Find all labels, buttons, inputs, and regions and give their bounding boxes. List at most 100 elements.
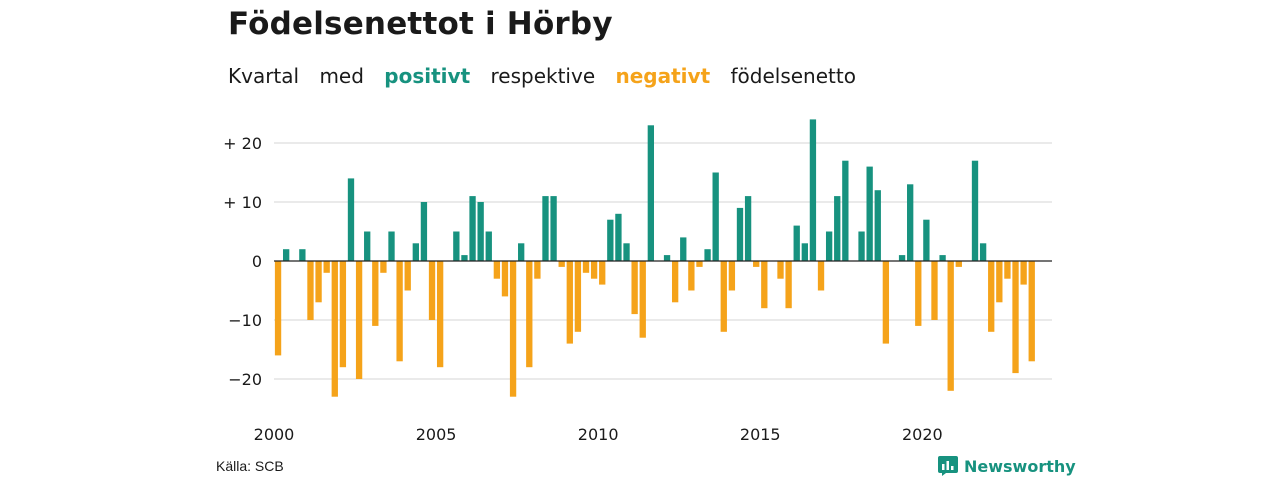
- bar: [1020, 261, 1027, 285]
- bar: [566, 261, 573, 344]
- bar: [639, 261, 646, 338]
- bar: [607, 219, 614, 261]
- bar: [274, 261, 282, 356]
- brand: Newsworthy: [938, 456, 1076, 476]
- bar: [680, 237, 687, 261]
- x-tick-label: 2015: [740, 425, 781, 444]
- chart-title: Födelsenettot i Hörby: [228, 6, 613, 42]
- bar: [364, 231, 371, 261]
- bar: [307, 261, 314, 320]
- bar: [590, 261, 598, 279]
- bar: [631, 261, 638, 315]
- bar: [509, 261, 517, 397]
- bar: [299, 249, 306, 261]
- bar: [898, 255, 906, 261]
- bar: [753, 261, 760, 267]
- bar: [323, 261, 330, 273]
- bar: [785, 261, 792, 309]
- bar: [615, 213, 622, 261]
- bar: [380, 261, 387, 273]
- bar: [582, 261, 590, 273]
- bar: [534, 261, 541, 279]
- bar: [793, 225, 800, 261]
- bar: [428, 261, 436, 320]
- bar: [647, 125, 655, 261]
- bar: [809, 119, 817, 262]
- y-tick-label: −20: [228, 370, 262, 389]
- bar: [1004, 261, 1011, 279]
- bar: [866, 166, 873, 261]
- bar: [315, 261, 322, 303]
- bar: [858, 231, 865, 261]
- bar: [688, 261, 695, 291]
- bar: [420, 202, 428, 261]
- bar: [485, 231, 492, 261]
- bar: [453, 231, 460, 261]
- bar: [1012, 261, 1019, 374]
- bar: [469, 196, 476, 261]
- chart-subtitle: Kvartal med positivt respektive negativt…: [228, 64, 870, 88]
- bar: [542, 196, 549, 261]
- bar: [744, 196, 752, 261]
- bar: [801, 243, 808, 261]
- bar: [404, 261, 411, 291]
- y-tick-label: + 10: [223, 193, 262, 212]
- bar: [355, 261, 363, 379]
- x-tick-label: 2000: [254, 425, 295, 444]
- bar: [971, 160, 979, 261]
- bar: [882, 261, 890, 344]
- bar: [915, 261, 922, 326]
- bar: [777, 261, 784, 279]
- bar: [436, 261, 444, 368]
- bar: [477, 202, 484, 261]
- bar: [599, 261, 606, 285]
- y-tick-label: −10: [228, 311, 262, 330]
- bar: [574, 261, 582, 332]
- source-note: Källa: SCB: [216, 458, 284, 474]
- newsworthy-logo-icon: [938, 456, 958, 476]
- bar: [825, 231, 833, 261]
- y-tick-label: 0: [252, 252, 262, 271]
- bar: [979, 243, 987, 261]
- bar: [663, 255, 671, 261]
- bar: [728, 261, 736, 291]
- bar: [931, 261, 938, 320]
- bar: [761, 261, 768, 309]
- legend-positive-label: positivt: [384, 64, 471, 88]
- bar: [955, 261, 962, 267]
- bar: [339, 261, 347, 368]
- bar: [939, 255, 946, 261]
- bar: [623, 243, 630, 261]
- subtitle-word: respektive: [490, 64, 596, 88]
- bar: [331, 261, 338, 397]
- brand-name: Newsworthy: [964, 456, 1076, 476]
- bar: [558, 261, 565, 267]
- bar: [396, 261, 403, 362]
- bar: [1028, 261, 1035, 362]
- bar: [907, 184, 914, 261]
- bar: [518, 243, 525, 261]
- subtitle-word: födelsenetto: [730, 64, 856, 88]
- bar: [347, 178, 355, 261]
- x-tick-label: 2010: [578, 425, 619, 444]
- bar: [388, 231, 395, 261]
- bar: [412, 243, 419, 261]
- bar: [493, 261, 501, 279]
- bar: [988, 261, 995, 332]
- bar: [526, 261, 533, 368]
- bar: [550, 196, 557, 261]
- bar: [842, 160, 849, 261]
- legend-negative-label: negativt: [615, 64, 711, 88]
- y-tick-label: + 20: [223, 134, 262, 153]
- bar: [501, 261, 509, 297]
- bar: [817, 261, 825, 291]
- x-tick-label: 2005: [416, 425, 457, 444]
- bar: [696, 261, 703, 267]
- bar: [834, 196, 841, 261]
- bar: [947, 261, 954, 391]
- bar: [712, 172, 719, 261]
- bar: [671, 261, 679, 303]
- bar: [372, 261, 379, 326]
- subtitle-word: Kvartal: [228, 64, 300, 88]
